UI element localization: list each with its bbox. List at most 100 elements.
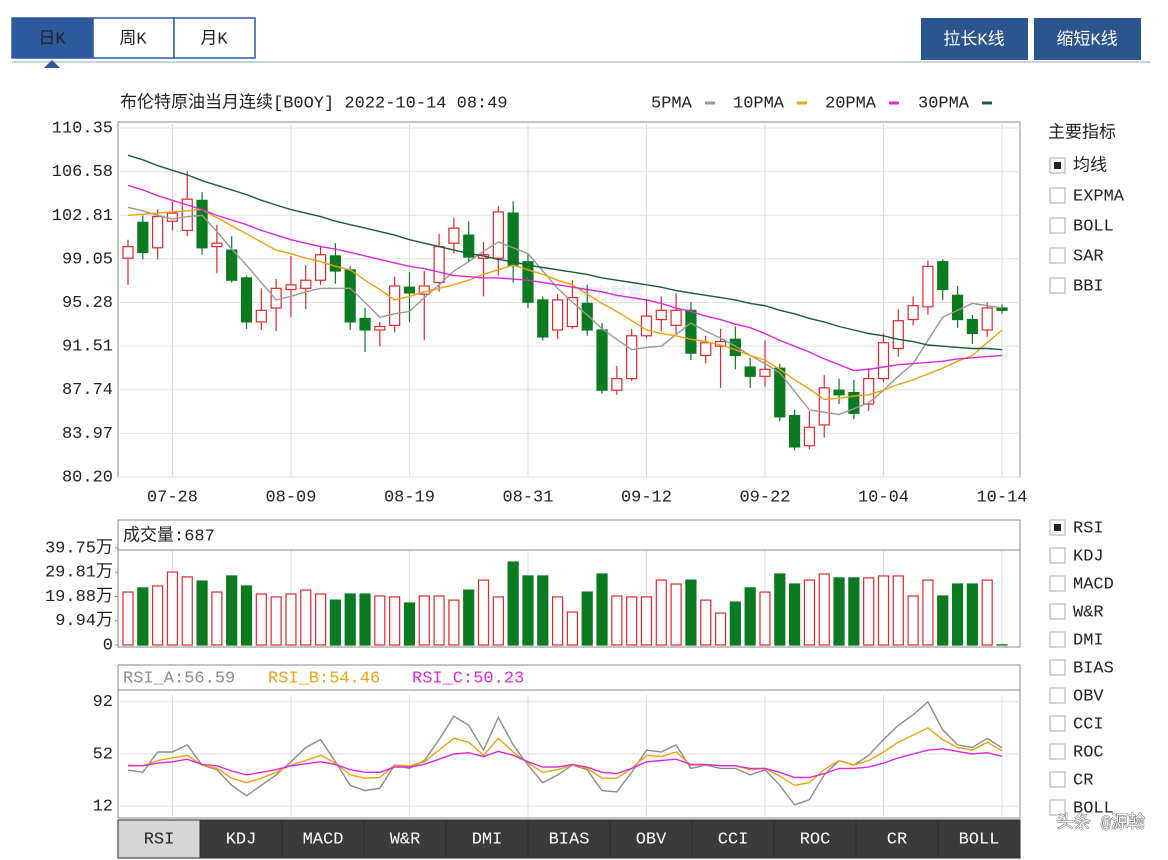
y-tick-label: 0 <box>103 636 113 655</box>
y-tick-label: 83.97 <box>62 425 113 444</box>
volume-bar <box>418 595 430 646</box>
indicator-tab[interactable] <box>527 819 611 859</box>
y-tick-label: 106.58 <box>52 163 113 182</box>
checkbox-dot <box>1054 162 1061 169</box>
indicator-tab[interactable] <box>445 819 529 859</box>
candle-body <box>329 255 341 272</box>
y-tick-label: 29.81万 <box>45 563 113 583</box>
candle-body <box>818 387 830 426</box>
indicator-tab[interactable] <box>117 819 201 859</box>
candle-body <box>759 368 771 377</box>
candle-body <box>492 211 504 259</box>
indicator-tab[interactable] <box>691 819 775 859</box>
indicator-tab[interactable] <box>855 819 939 859</box>
option-label: OBV <box>1073 687 1104 706</box>
checkbox[interactable] <box>1049 247 1066 264</box>
candle-body <box>537 299 549 338</box>
checkbox[interactable] <box>1049 631 1066 648</box>
volume-bar <box>566 611 579 646</box>
y-tick-label: 102.81 <box>52 207 113 226</box>
indicator-tab-label: CR <box>887 830 907 849</box>
candle-body <box>700 342 712 357</box>
zoom-button[interactable] <box>921 18 1028 60</box>
volume-bar <box>403 602 416 646</box>
volume-bar <box>152 585 164 646</box>
chart-title: 布伦特原油当月连续[B0OY] 2022-10-14 08:49 <box>120 92 508 113</box>
y-tick-label: 91.51 <box>62 338 113 357</box>
volume-bar <box>181 576 193 646</box>
volume-bar <box>270 596 282 646</box>
checkbox[interactable] <box>1049 771 1066 788</box>
period-tab-label: 日K <box>38 29 66 49</box>
checkbox[interactable] <box>1049 743 1066 760</box>
volume-bar <box>344 593 356 646</box>
legend-label: 10PMA <box>733 94 785 113</box>
volume-bar <box>655 579 667 646</box>
y-tick-label: 87.74 <box>62 381 113 400</box>
checkbox[interactable] <box>1049 575 1066 592</box>
checkbox[interactable] <box>1049 715 1066 732</box>
candle-body <box>300 279 312 289</box>
candle-body <box>463 234 475 258</box>
volume-bar <box>951 583 964 646</box>
volume-bar <box>803 579 816 646</box>
volume-bar <box>492 596 504 646</box>
volume-bar <box>551 596 564 646</box>
panel-title: 主要指标 <box>1048 122 1116 143</box>
volume-bar <box>211 591 223 646</box>
period-tab[interactable] <box>11 17 94 59</box>
indicator-tab[interactable] <box>281 819 365 859</box>
y-tick-label: 19.88万 <box>45 587 113 607</box>
option-label: CCI <box>1073 715 1104 734</box>
indicator-line <box>127 208 1003 401</box>
x-tick-label: 10-04 <box>858 488 909 507</box>
option-label: RSI <box>1073 519 1104 538</box>
checkbox[interactable] <box>1049 603 1066 620</box>
volume-bar <box>522 575 534 646</box>
volume-bar <box>359 593 371 646</box>
option-label: KDJ <box>1073 547 1104 566</box>
candle-body <box>522 261 534 303</box>
candle-body <box>981 307 993 331</box>
volume-bar <box>626 596 638 646</box>
indicator-tab[interactable] <box>609 819 693 859</box>
checkbox[interactable] <box>1049 187 1066 204</box>
volume-bar <box>255 593 267 646</box>
candle-body <box>966 318 978 335</box>
indicator-tab-label: DMI <box>472 830 503 849</box>
volume-bar <box>818 573 830 646</box>
volume-bar <box>537 575 549 646</box>
candle-body <box>863 378 875 405</box>
y-tick-label: 110.35 <box>52 119 113 138</box>
period-tab[interactable] <box>173 17 256 59</box>
volume-bar <box>581 591 593 646</box>
y-tick-label: 92 <box>93 693 113 712</box>
candle-body <box>196 199 208 249</box>
legend-label: 5PMA <box>651 94 693 113</box>
zoom-button-label: 拉长K线 <box>943 29 1004 50</box>
x-tick-label: 07-28 <box>147 488 198 507</box>
indicator-tab-label: BOLL <box>959 830 1000 849</box>
period-tab-label: 月K <box>200 29 228 49</box>
volume-bar <box>744 587 756 646</box>
checkbox[interactable] <box>1049 217 1066 234</box>
candle-body <box>685 309 697 354</box>
volume-bar <box>374 595 386 646</box>
y-tick-label: 52 <box>93 745 113 764</box>
option-label: ROC <box>1073 743 1104 762</box>
volume-bar <box>966 583 978 646</box>
checkbox[interactable] <box>1049 659 1066 676</box>
indicator-tab[interactable] <box>773 819 857 859</box>
zoom-button[interactable] <box>1034 18 1141 60</box>
volume-bar <box>714 612 727 646</box>
checkbox[interactable] <box>1049 547 1066 564</box>
x-tick-label: 08-09 <box>265 488 316 507</box>
checkbox[interactable] <box>1049 277 1066 294</box>
candle-body <box>211 242 223 248</box>
candle-body <box>566 296 579 328</box>
checkbox[interactable] <box>1049 687 1066 704</box>
checkbox[interactable] <box>1049 799 1066 816</box>
option-label: EXPMA <box>1073 187 1125 206</box>
indicator-tab[interactable] <box>937 819 1021 859</box>
